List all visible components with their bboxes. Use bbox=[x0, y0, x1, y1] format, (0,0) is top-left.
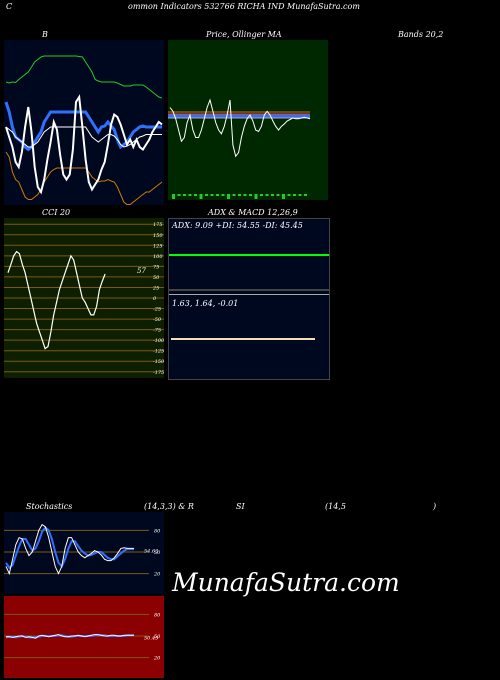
price-ma-volume-bar bbox=[243, 194, 247, 196]
cci-tick-7: 0 bbox=[153, 296, 157, 302]
bands-label: Bands 20,2 bbox=[398, 30, 444, 39]
cci-chart: 175 150 125 100 75 50 25 0 -25 -50 -75 -100 -125 -150… bbox=[4, 218, 164, 378]
bb-series-3 bbox=[5, 94, 163, 195]
bb-label: B bbox=[42, 30, 48, 39]
cci-last-label: 57 bbox=[137, 267, 146, 275]
macd-panel: 1.63, 1.64, -0.01 bbox=[168, 290, 330, 380]
price-ma-series-group bbox=[168, 98, 311, 199]
price-ma-volume-bar bbox=[227, 194, 230, 199]
bb-background bbox=[4, 40, 164, 205]
price-ma-volume-bar bbox=[304, 194, 307, 196]
cci-tick-13: -150 bbox=[153, 359, 164, 365]
cci-tick-6: 25 bbox=[152, 285, 159, 291]
adx-panel: ADX: 9.09 +DI: 54.55 -DI: 45.45 bbox=[168, 218, 330, 290]
rsi-chart: 80 50 20 50.45 bbox=[4, 596, 164, 678]
stoch-tick-2: 20 bbox=[153, 572, 161, 578]
price-ma-volume-bar bbox=[260, 194, 263, 196]
cci-tick-9: -50 bbox=[153, 317, 162, 323]
macd-top-line bbox=[169, 294, 329, 295]
adx-line bbox=[169, 254, 329, 256]
cci-tick-4: 75 bbox=[153, 264, 159, 270]
stoch-series-group: 80 50 20 54.63 bbox=[4, 523, 161, 578]
macd-values: 1.63, 1.64, -0.01 bbox=[172, 299, 239, 308]
price-ma-volume-bar bbox=[194, 194, 197, 196]
price-ma-volume-bar bbox=[205, 194, 208, 196]
cci-series-group: 175 150 125 100 75 50 25 0 -25 -50 -75 -100 -125 -150… bbox=[4, 222, 164, 376]
rsi-tick-2: 20 bbox=[153, 656, 161, 662]
price-ma-label: Price, Ollinger MA bbox=[206, 30, 282, 39]
bb-series-4 bbox=[5, 126, 162, 148]
price-ma-volume-bar bbox=[271, 194, 274, 196]
stoch-params: (14,3,3) & R bbox=[144, 502, 194, 511]
price-ma-volume-bar bbox=[177, 194, 181, 196]
watermark: MunafaSutra.com bbox=[172, 568, 400, 597]
cci-tick-14: -175 bbox=[153, 370, 164, 376]
price-ma-volume-bar bbox=[183, 194, 186, 196]
stoch-last-label: 54.63 bbox=[144, 548, 158, 554]
stoch-line-white bbox=[5, 523, 134, 576]
rsi-title: SI bbox=[236, 502, 245, 511]
rsi-last-label: 50.45 bbox=[144, 635, 158, 641]
adx-title: ADX & MACD 12,26,9 bbox=[208, 208, 298, 217]
cci-tick-12: -125 bbox=[153, 349, 164, 355]
price-ma-volume-bar bbox=[282, 194, 285, 199]
price-ma-volume-bar bbox=[298, 194, 302, 196]
price-ma-volume-bar bbox=[287, 194, 291, 196]
cci-tick-2: 125 bbox=[153, 243, 163, 249]
price-ma-volume-bar bbox=[293, 194, 296, 196]
bb-chart bbox=[4, 40, 164, 205]
cci-tick-5: 50 bbox=[153, 275, 160, 281]
bb-series-0 bbox=[5, 55, 163, 99]
price-ma-volume-bar bbox=[199, 194, 203, 199]
price-ma-chart bbox=[168, 40, 328, 200]
rsi-series-group: 80 50 20 50.45 bbox=[4, 612, 161, 662]
macd-line bbox=[171, 338, 315, 340]
rsi-params: (14,5 bbox=[325, 502, 346, 511]
price-ma-volume-bar bbox=[276, 194, 280, 196]
price-ma-volume-bar bbox=[216, 194, 219, 196]
stoch-title: Stochastics bbox=[26, 502, 73, 511]
rsi-tick-1: 50 bbox=[154, 634, 161, 640]
cci-label: CCI 20 bbox=[42, 208, 71, 217]
stoch-chart: 80 50 20 54.63 bbox=[4, 512, 164, 594]
price-ma-volume-bar bbox=[254, 194, 258, 199]
rsi-line-white bbox=[6, 634, 134, 639]
stoch-tick-0: 80 bbox=[154, 528, 161, 534]
price-ma-background bbox=[168, 40, 328, 200]
header-title: ommon Indicators 532766 RICHA IND Munafa… bbox=[128, 2, 360, 11]
cci-tick-3: 100 bbox=[153, 254, 163, 260]
bb-series-2 bbox=[5, 151, 163, 205]
cci-tick-8: -25 bbox=[153, 307, 161, 313]
bb-series-group bbox=[4, 55, 163, 205]
stoch-tick-1: 50 bbox=[154, 550, 161, 556]
price-ma-volume-bar bbox=[265, 194, 269, 196]
price-ma-volume-bar bbox=[172, 194, 175, 199]
adx-values: ADX: 9.09 +DI: 54.55 -DI: 45.45 bbox=[172, 221, 303, 230]
cci-tick-0: 175 bbox=[153, 222, 163, 228]
cci-tick-1: 150 bbox=[153, 233, 163, 239]
cci-line bbox=[7, 250, 106, 350]
price-ma-volume-bar bbox=[221, 194, 225, 196]
price-ma-volume-bar bbox=[238, 194, 241, 196]
price-ma-volume-bar bbox=[210, 194, 214, 196]
price-ma-volume-bar bbox=[249, 194, 252, 196]
cci-tick-11: -100 bbox=[153, 338, 164, 344]
price-ma-volume-bar bbox=[232, 194, 236, 196]
price-ma-price-line bbox=[169, 98, 311, 158]
rsi-tick-0: 80 bbox=[154, 612, 161, 618]
header-c-letter: C bbox=[6, 2, 13, 11]
price-ma-volume-bar bbox=[188, 194, 192, 196]
rsi-close: ) bbox=[433, 502, 437, 511]
cci-tick-10: -75 bbox=[153, 328, 161, 334]
